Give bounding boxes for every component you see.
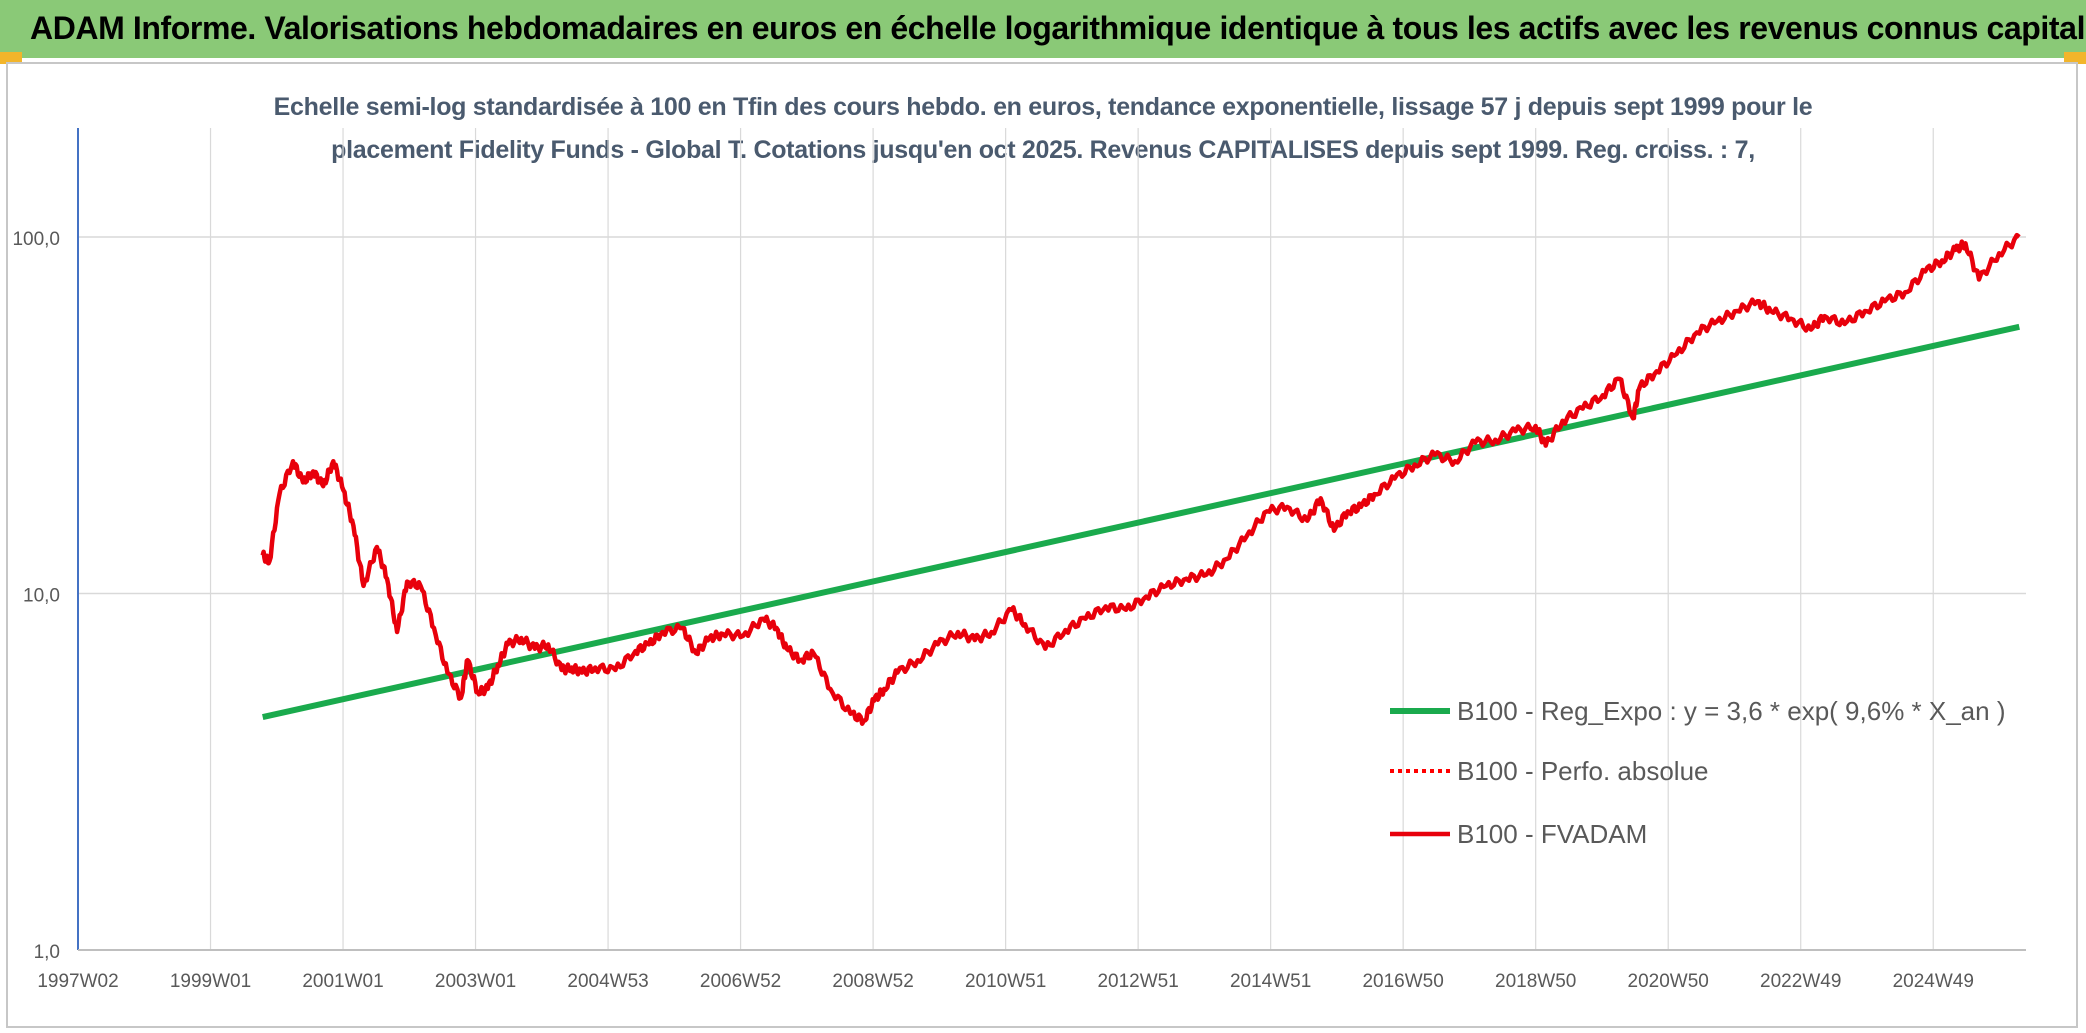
legend-label-1: B100 - Perfo. absolue xyxy=(1457,756,1709,786)
x-tick-label: 2010W51 xyxy=(965,971,1046,992)
x-tick-label: 2004W53 xyxy=(567,971,648,992)
legend-label-0: B100 - Reg_Expo : y = 3,6 * exp( 9,6% * … xyxy=(1457,696,2006,726)
corner-marker-left xyxy=(0,52,22,64)
page-title: ADAM Informe. Valorisations hebdomadaire… xyxy=(30,10,2086,46)
x-tick-label: 2018W50 xyxy=(1495,971,1576,992)
x-tick-label: 2020W50 xyxy=(1628,971,1709,992)
chart-title-line-2: placement Fidelity Funds - Global T. Cot… xyxy=(331,136,1755,164)
x-tick-label: 2016W50 xyxy=(1362,971,1443,992)
series-line-0 xyxy=(262,323,2020,721)
y-tick-label: 100,0 xyxy=(12,229,60,250)
header-banner: ADAM Informe. Valorisations hebdomadaire… xyxy=(0,0,2086,58)
x-tick-label: 2006W52 xyxy=(700,971,781,992)
corner-marker-right xyxy=(2064,52,2086,64)
x-tick-label: 2001W01 xyxy=(302,971,383,992)
legend-label-2: B100 - FVADAM xyxy=(1457,819,1647,849)
chart-title-line-1: Echelle semi-log standardisée à 100 en T… xyxy=(273,93,1813,121)
x-tick-label: 2024W49 xyxy=(1893,971,1974,992)
y-tick-label: 10,0 xyxy=(23,586,60,607)
y-tick-label: 1,0 xyxy=(34,942,60,963)
x-tick-label: 2012W51 xyxy=(1097,971,1178,992)
x-tick-label: 1999W01 xyxy=(170,971,251,992)
x-tick-label: 2014W51 xyxy=(1230,971,1311,992)
x-tick-label: 2022W49 xyxy=(1760,971,1841,992)
chart-border xyxy=(6,62,2078,1028)
x-tick-label: 2008W52 xyxy=(832,971,913,992)
series-line-2 xyxy=(260,232,2021,726)
x-tick-label: 2003W01 xyxy=(435,971,516,992)
x-tick-label: 1997W02 xyxy=(37,971,118,992)
